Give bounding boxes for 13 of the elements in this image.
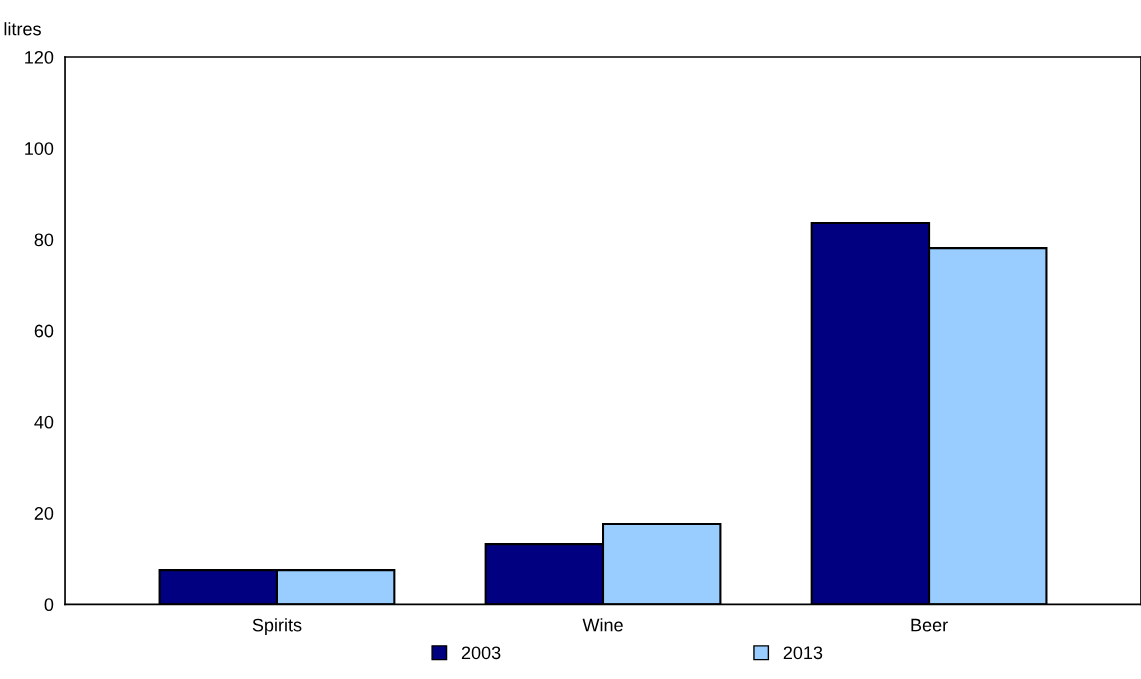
y-tick-label: 20 [34,507,54,520]
y-axis-title: litres [4,22,41,36]
legend-label: 2013 [783,646,823,660]
x-tick-label: Spirits [252,618,302,636]
x-tick-label: Wine [582,618,623,632]
y-tick-label: 0 [44,598,54,612]
y-tick-label: 40 [34,415,54,429]
x-tick-label: Beer [911,618,948,632]
y-tick-label: 120 [25,50,54,64]
y-tick-label: 100 [25,142,54,155]
y-tick-label: 60 [34,324,54,338]
legend-label: 2003 [461,646,501,660]
y-tick-label: 80 [34,233,54,247]
